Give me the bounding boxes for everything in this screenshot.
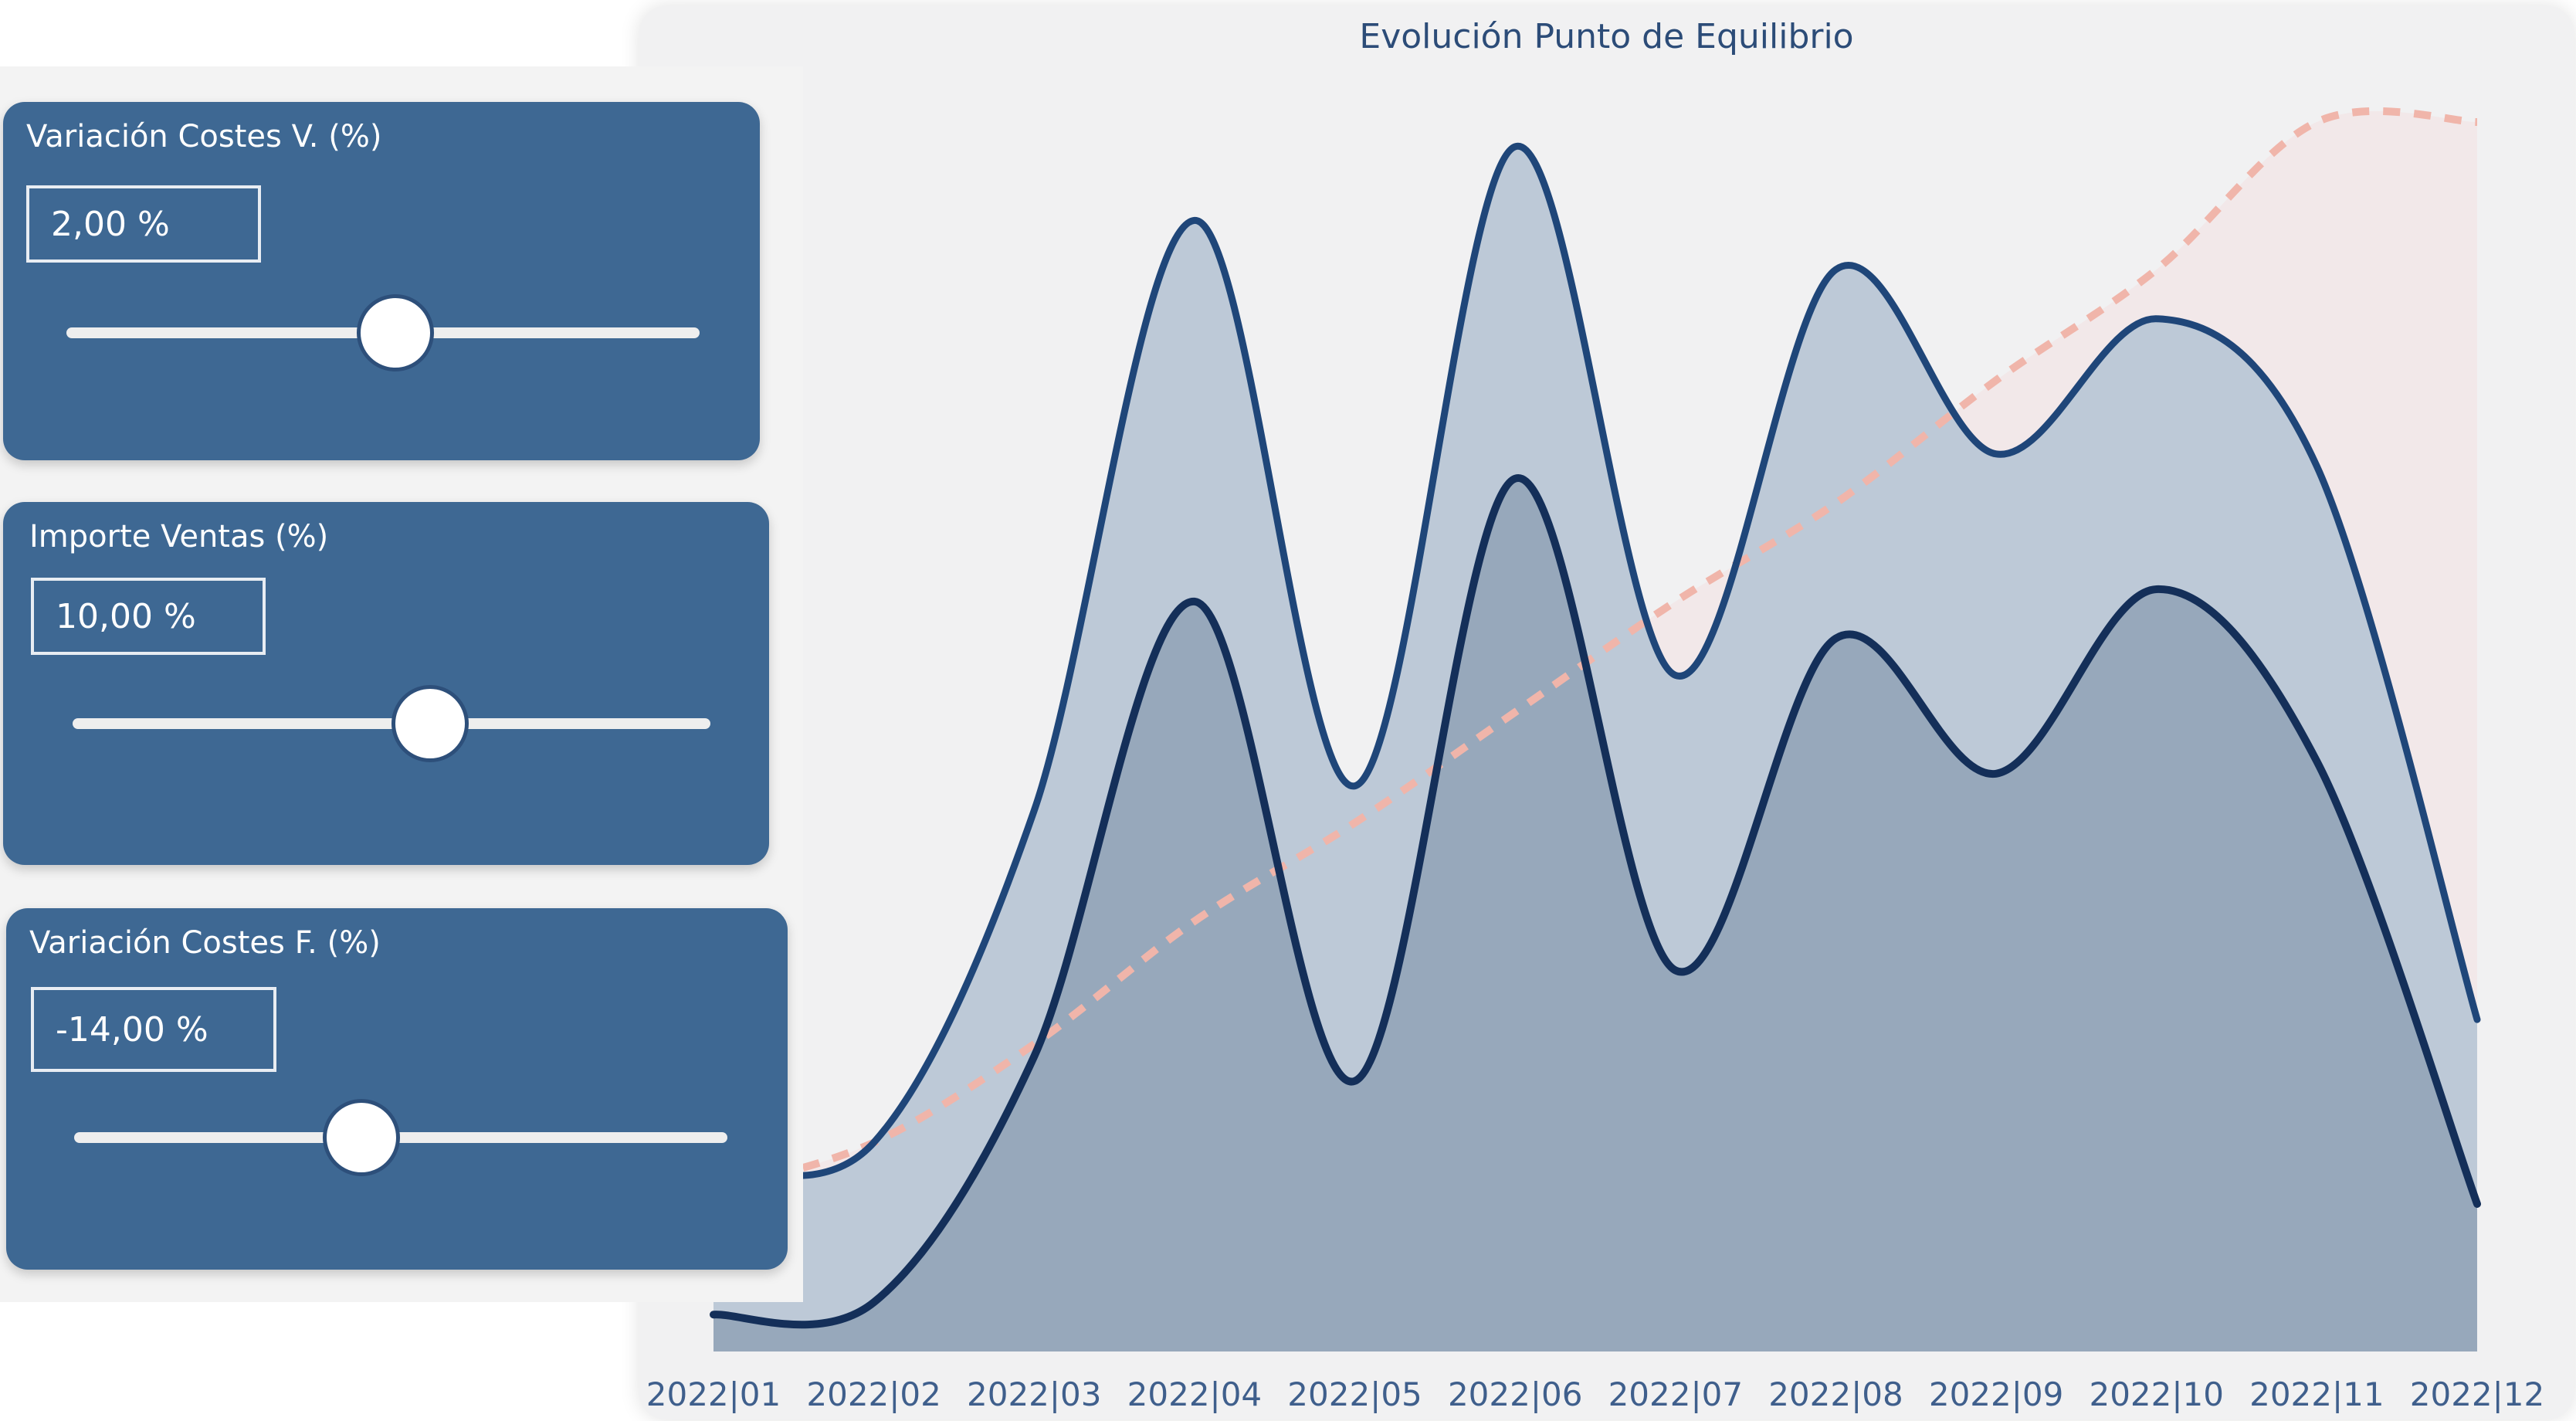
- slicer-variacion-costes-f: Variación Costes F. (%): [6, 908, 788, 1270]
- x-tick-label: 2022|12: [2410, 1375, 2544, 1413]
- x-tick-label: 2022|02: [806, 1375, 941, 1413]
- chart-svg: 2022|01 2022|02 2022|03 2022|04 2022|05 2022|…: [646, 107, 2544, 1413]
- x-tick-label: 2022|10: [2089, 1375, 2223, 1413]
- slider-track[interactable]: [74, 1132, 727, 1143]
- series-upper-line: [710, 143, 2481, 1180]
- slicer-title: Importe Ventas (%): [29, 519, 329, 554]
- slicer-variacion-costes-v: Variación Costes V. (%): [3, 102, 760, 460]
- x-tick-label: 2022|01: [646, 1375, 781, 1413]
- value-input[interactable]: [31, 987, 276, 1072]
- series-lower-line: [710, 474, 2481, 1329]
- x-tick-label: 2022|07: [1608, 1375, 1743, 1413]
- x-tick-label: 2022|09: [1929, 1375, 2063, 1413]
- slicer-importe-ventas: Importe Ventas (%): [3, 502, 769, 865]
- x-tick-label: 2022|11: [2249, 1375, 2384, 1413]
- chart-title: Evolución Punto de Equilibrio: [1359, 17, 1854, 56]
- chart-card: Evolución Punto de Equilibrio 2022|01 202…: [639, 6, 2574, 1419]
- x-tick-label: 2022|04: [1127, 1375, 1262, 1413]
- slider-handle[interactable]: [357, 294, 435, 371]
- slider-handle[interactable]: [391, 685, 469, 762]
- x-tick-label: 2022|06: [1448, 1375, 1582, 1413]
- x-tick-label: 2022|08: [1768, 1375, 1903, 1413]
- value-input[interactable]: [31, 578, 266, 655]
- value-input[interactable]: [26, 185, 261, 263]
- trend-line: [712, 107, 2478, 1195]
- slider-handle[interactable]: [323, 1099, 401, 1176]
- series-lower-area: [713, 478, 2477, 1351]
- x-tick-label: 2022|03: [967, 1375, 1101, 1413]
- slicer-title: Variación Costes V. (%): [26, 119, 382, 154]
- slicer-title: Variación Costes F. (%): [29, 925, 381, 961]
- x-tick-label: 2022|05: [1287, 1375, 1422, 1413]
